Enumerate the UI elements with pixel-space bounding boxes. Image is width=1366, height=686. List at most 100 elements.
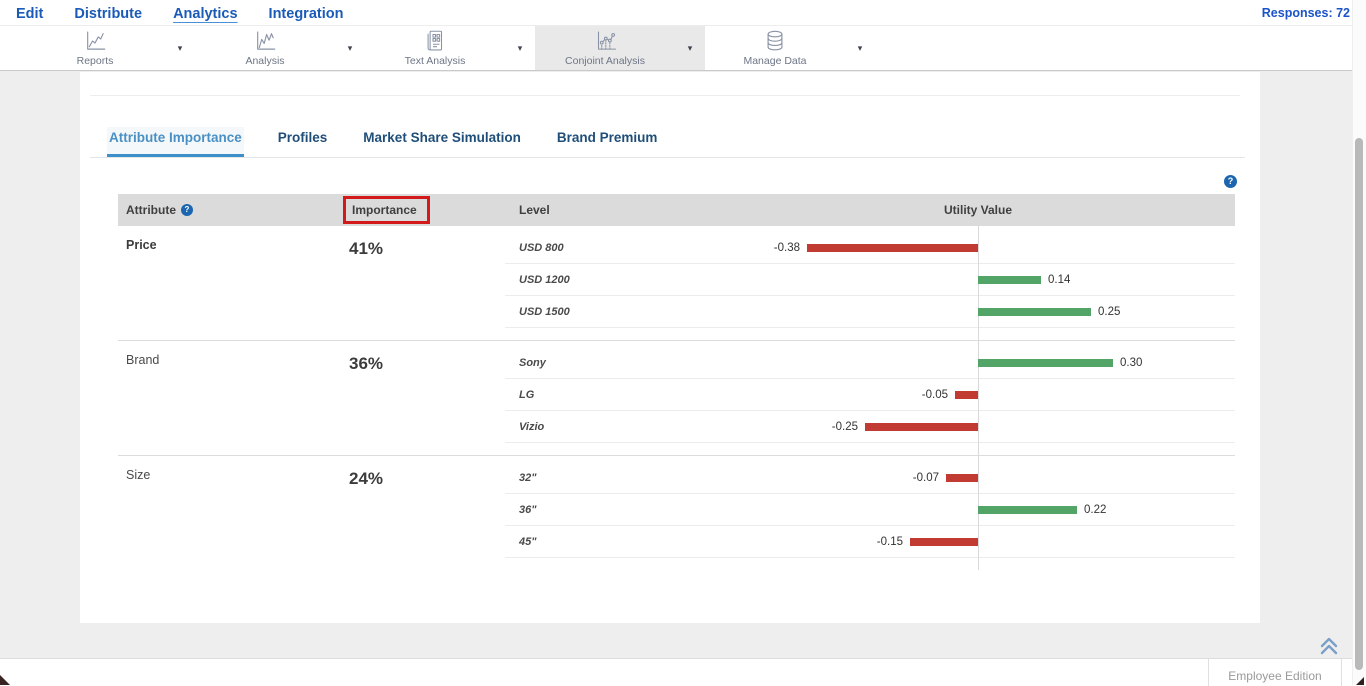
toolbar-label-analysis: Analysis [245, 55, 285, 67]
utility-value-label: 0.22 [1084, 503, 1107, 516]
nav-item-distribute[interactable]: Distribute [74, 5, 143, 22]
conjoint-tabs: Attribute Importance Profiles Market Share… [90, 127, 1245, 158]
tab-brand-premium[interactable]: Brand Premium [556, 130, 658, 145]
toolbar-label-reports: Reports [76, 55, 114, 67]
toolbar-text-analysis-dropdown-caret[interactable]: ▾ [505, 26, 535, 70]
toolbar-group-text-analysis: Text Analysis ▾ [365, 26, 535, 70]
utility-bar-chart: -0.38 [669, 232, 1235, 264]
utility-bar-chart: 0.30 [669, 347, 1235, 379]
toolbar-reports-button[interactable]: Reports [25, 26, 165, 70]
toolbar-text-analysis-button[interactable]: Text Analysis [365, 26, 505, 70]
toolbar-manage-data-dropdown-caret[interactable]: ▾ [845, 26, 875, 70]
conjoint-analysis-chart-icon [591, 28, 619, 54]
toolbar-reports-dropdown-caret[interactable]: ▾ [165, 26, 195, 70]
table-body: Price 41% USD 800 -0.38 USD 1200 0.14 USD 1500… [118, 226, 1235, 570]
toolbar-manage-data-button[interactable]: Manage Data [705, 26, 845, 70]
positive-utility-bar [978, 275, 1041, 284]
level-label: LG [519, 388, 535, 401]
utility-value-label: 0.30 [1120, 356, 1143, 369]
table-help-icon[interactable]: ? [1224, 175, 1237, 188]
content-card: Attribute Importance Profiles Market Share… [80, 72, 1260, 623]
utility-value-label: 0.25 [1098, 305, 1121, 318]
analysis-chart-icon [251, 28, 279, 54]
toolbar-conjoint-analysis-dropdown-caret[interactable]: ▾ [675, 26, 705, 70]
tab-attribute-importance[interactable]: Attribute Importance [107, 127, 244, 157]
level-label: 36" [519, 503, 537, 516]
level-row-sony: Sony 0.30 [505, 347, 1235, 379]
importance-value: 36% [349, 354, 384, 373]
levels-block: Sony 0.30 LG -0.05 Vizio -0.25 [505, 341, 1235, 455]
levels-block: 32" -0.07 36" 0.22 45" -0.15 [505, 456, 1235, 570]
card-divider [90, 95, 1240, 96]
toolbar-analysis-button[interactable]: Analysis [195, 26, 335, 70]
importance-value: 41% [349, 239, 384, 258]
header-importance: Importance [343, 196, 505, 224]
header-utility-value: Utility Value [943, 203, 1013, 217]
level-label: USD 1200 [519, 273, 570, 286]
utility-value-label: -0.15 [876, 535, 903, 548]
utility-bar-chart: -0.25 [669, 411, 1235, 443]
levels-block: USD 800 -0.38 USD 1200 0.14 USD 1500 0.25 [505, 226, 1235, 340]
positive-utility-bar [978, 307, 1091, 316]
header-level: Level [519, 203, 550, 217]
utility-bar-chart: -0.15 [669, 526, 1235, 558]
footer-bar: Employee Edition [0, 658, 1366, 686]
tab-profiles[interactable]: Profiles [277, 130, 328, 145]
edition-badge: Employee Edition [1208, 659, 1342, 686]
toolbar-label-manage-data: Manage Data [743, 55, 807, 67]
nav-item-analytics[interactable]: Analytics [173, 5, 238, 22]
analytics-toolbar: Reports ▾ Analysis ▾ Text Analysis ▾ Conjoint … [0, 25, 1366, 71]
level-row-32: 32" -0.07 [505, 462, 1235, 494]
toolbar-conjoint-analysis-button[interactable]: Conjoint Analysis [535, 26, 675, 70]
toolbar-label-conjoint-analysis: Conjoint Analysis [565, 55, 645, 67]
level-label: USD 800 [519, 241, 564, 254]
level-label: USD 1500 [519, 305, 570, 318]
toolbar-label-text-analysis: Text Analysis [404, 55, 466, 67]
scroll-to-top-button[interactable] [1318, 636, 1340, 656]
attribute-importance-table: Attribute ? Importance Level Utility Val… [118, 194, 1235, 570]
nav-item-integration[interactable]: Integration [268, 5, 344, 22]
vertical-scrollbar-thumb[interactable] [1355, 138, 1363, 670]
utility-bar-chart: -0.07 [669, 462, 1235, 494]
negative-utility-bar [955, 390, 978, 399]
nav-item-edit[interactable]: Edit [16, 5, 44, 22]
responses-count[interactable]: Responses: 72 [1261, 5, 1350, 20]
attribute-group-size: Size 24% 32" -0.07 36" 0.22 45" -0.15 [118, 455, 1235, 570]
top-navigation: Edit Distribute Analytics Integration Respon… [0, 0, 1366, 25]
attribute-group-brand: Brand 36% Sony 0.30 LG -0.05 Vizio -0.25 [118, 340, 1235, 455]
level-label: Sony [519, 356, 546, 369]
header-attribute-label: Attribute [126, 203, 176, 217]
utility-value-label: -0.38 [773, 241, 800, 254]
level-row-45: 45" -0.15 [505, 526, 1235, 558]
table-header-row: Attribute ? Importance Level Utility Val… [118, 194, 1235, 226]
level-row-36: 36" 0.22 [505, 494, 1235, 526]
header-attribute: Attribute ? [118, 203, 343, 217]
database-icon [761, 28, 789, 54]
double-chevron-up-icon [1320, 637, 1338, 655]
utility-bar-chart: 0.22 [669, 494, 1235, 526]
positive-utility-bar [978, 358, 1113, 367]
vertical-scrollbar-track[interactable] [1352, 0, 1366, 685]
utility-value-label: -0.05 [921, 388, 948, 401]
level-row-lg: LG -0.05 [505, 379, 1235, 411]
tab-market-share-simulation[interactable]: Market Share Simulation [363, 130, 521, 145]
importance-value: 24% [349, 469, 384, 488]
text-analysis-document-icon [421, 28, 449, 54]
annotation-box-importance: Importance [343, 196, 430, 224]
cursor-artifact-bottom-right [1356, 677, 1364, 685]
level-row-usd-800: USD 800 -0.38 [505, 232, 1235, 264]
utility-bar-chart: 0.25 [669, 296, 1235, 328]
cursor-artifact-bottom-left [0, 675, 10, 685]
attribute-name: Brand [126, 353, 160, 367]
header-importance-label: Importance [352, 203, 417, 217]
zero-axis-line [978, 341, 979, 455]
level-row-usd-1200: USD 1200 0.14 [505, 264, 1235, 296]
toolbar-group-conjoint-analysis: Conjoint Analysis ▾ [535, 26, 705, 70]
utility-bar-chart: 0.14 [669, 264, 1235, 296]
toolbar-analysis-dropdown-caret[interactable]: ▾ [335, 26, 365, 70]
attribute-group-price: Price 41% USD 800 -0.38 USD 1200 0.14 USD 1500… [118, 226, 1235, 340]
utility-bar-chart: -0.05 [669, 379, 1235, 411]
level-label: Vizio [519, 420, 545, 433]
utility-value-label: 0.14 [1048, 273, 1071, 286]
attribute-help-icon[interactable]: ? [181, 204, 193, 216]
